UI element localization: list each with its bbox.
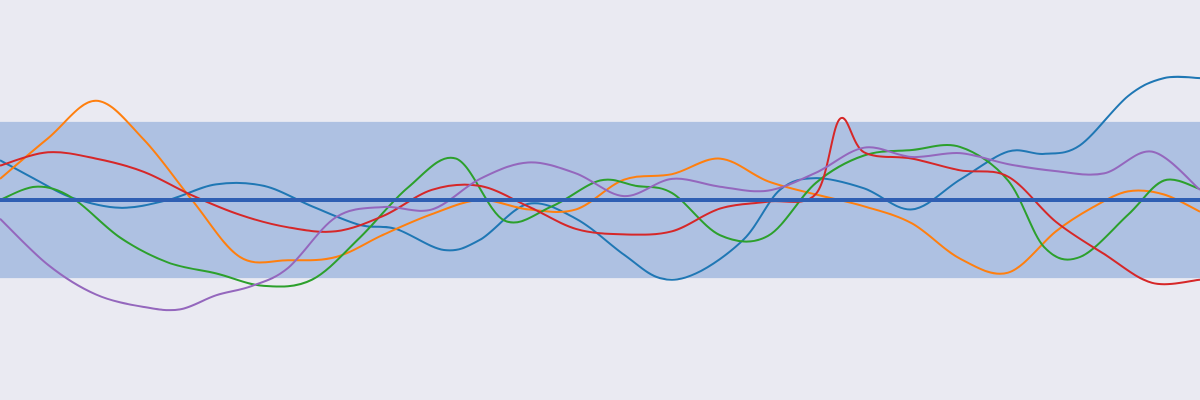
series-line-1 xyxy=(0,75,1200,281)
sample-paths xyxy=(0,75,1200,312)
series-line-4 xyxy=(0,116,1200,286)
series-line-3 xyxy=(0,144,1200,288)
series-line-5 xyxy=(0,146,1200,312)
